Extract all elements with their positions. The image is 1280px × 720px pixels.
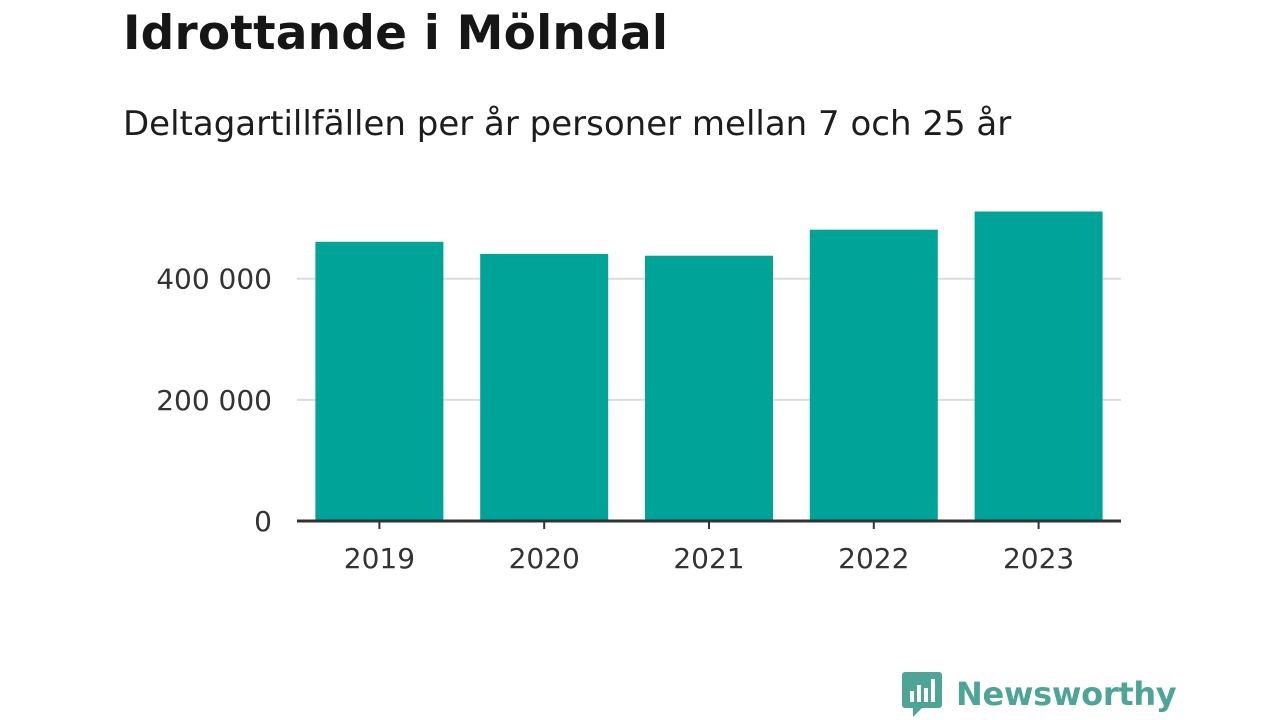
chart-subtitle: Deltagartillfällen per år personer mella… [123, 104, 1012, 144]
brand-name: Newsworthy [956, 675, 1177, 713]
y-tick-label: 0 [254, 505, 272, 538]
bar [974, 211, 1103, 521]
chart-title: Idrottande i Mölndal [123, 6, 669, 61]
axes: 0 200 000 400 000 2019 2020 2021 2022 2023 [156, 263, 1121, 575]
x-tick-label: 2022 [838, 542, 909, 575]
bar [809, 229, 938, 521]
x-tick-label: 2019 [344, 542, 415, 575]
x-tick-label: 2020 [509, 542, 580, 575]
x-tick-label: 2021 [673, 542, 744, 575]
y-tick-label: 200 000 [156, 384, 272, 417]
bar [480, 253, 609, 521]
bars [315, 211, 1103, 521]
x-tick-label: 2023 [1003, 542, 1074, 575]
newsworthy-logo: Newsworthy [902, 670, 1177, 718]
bar [645, 255, 773, 521]
y-tick-label: 400 000 [156, 263, 272, 296]
bar [315, 241, 444, 521]
bar-chart-speech-bubble-icon [902, 672, 942, 717]
